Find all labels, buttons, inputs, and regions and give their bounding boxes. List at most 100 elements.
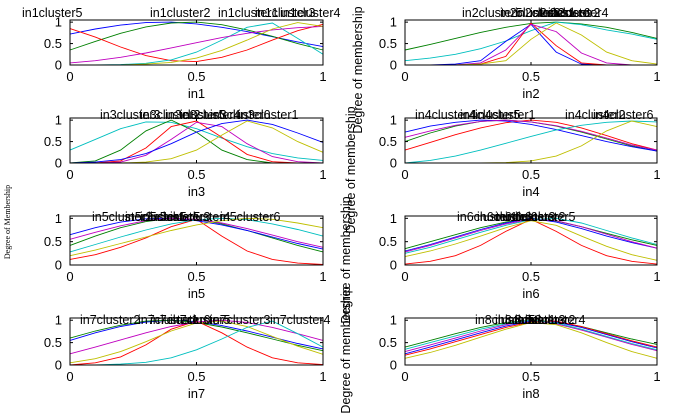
overlap-ylabel-2: Degree of membership [344,106,358,233]
cluster-label: in8cluster4 [525,313,585,327]
y-tick-label: 0 [55,358,62,373]
y-tick-label: 0 [55,258,62,273]
membership-curve-4 [404,119,658,151]
membership-curve-1 [404,21,658,51]
x-tick-label: 1 [319,269,326,284]
x-axis-label: in7 [188,386,205,401]
cluster-label: in4cluster5 [460,108,520,122]
x-tick-label: 0 [401,69,408,84]
cluster-label: in7cluster3 [210,313,270,327]
membership-curve-4 [70,121,324,164]
x-tick-label: 0.5 [522,167,540,182]
cluster-label: in5cluster3 [150,210,210,224]
cluster-label: in5cluster2 [92,210,152,224]
membership-curve-3 [404,218,658,253]
cluster-label: in7cluster4 [270,313,330,327]
side-ylabel: Degree of Membership [3,185,12,259]
subplot-in5: 0 0.5 100.51in5in5cluster2in5cluster1in5cl… [44,210,327,301]
subplot-in7: 0 0.5 100.51in7in7cluster2in7cluster1in7cl… [44,313,331,401]
y-tick-label: 1 [390,15,397,30]
membership-curve-4 [405,22,657,66]
x-axis-label: in6 [522,286,539,301]
cluster-label: in8cluster2 [515,313,575,327]
cluster-label: in4cluster2 [565,108,625,122]
membership-curve-5 [404,120,658,164]
cluster-label: in4cluster4 [415,108,475,122]
membership-curve-2 [404,320,658,355]
subplot-in8: 0 0.5 1 0 0.5 1 in8 in8cluster5in8cluster1in8cl… [379,313,661,401]
y-tick-label: 0.5 [379,234,397,249]
x-tick-label: 0 [401,369,408,384]
y-tick-label: 1 [390,211,397,226]
membership-curve-5 [69,25,324,64]
cluster-label: in8cluster1 [495,313,555,327]
axes-box [69,117,324,164]
x-axis-label: in3 [188,184,205,199]
cluster-label: in5cluster5 [140,210,200,224]
cluster-label: in1cluster5 [22,6,82,20]
membership-curve-2 [69,119,323,164]
x-tick-label: 1 [653,369,660,384]
cluster-label: in4cluster1 [475,108,535,122]
membership-curve-6 [70,120,324,164]
x-axis-label: in4 [522,184,539,199]
cluster-label: in2cluster3 [500,6,560,20]
membership-curve-6 [70,320,324,366]
x-tick-label: 0 [66,167,73,182]
axes-box [404,19,658,66]
membership-curve-3 [404,119,658,152]
x-tick-label: 1 [653,269,660,284]
cluster-label: in5cluster1 [125,210,185,224]
cluster-label: in4cluster6 [593,108,653,122]
y-tick-label: 0.5 [44,36,62,51]
subplot-in4: 0 0.5 100.51in4in4cluster4in4cluster5in4cl… [379,108,661,199]
y-tick-label: 0.5 [379,36,397,51]
x-tick-label: 0.5 [187,369,205,384]
x-axis-label: in8 [522,386,539,401]
cluster-label: in8cluster5 [475,313,535,327]
cluster-label: in1cluster4 [280,6,340,20]
cluster-label: in2cluster5 [462,6,522,20]
overlap-ylabel-1: Degree of membership [351,6,365,133]
y-tick-label: 0 [390,58,397,73]
cluster-label: in6cluster2 [505,210,565,224]
y-tick-label: 1 [390,113,397,128]
cluster-label: in6cluster5 [515,210,575,224]
cluster-label: in2cluster4 [548,6,608,20]
y-tick-label: 0 [390,156,397,171]
cluster-label: in8cluster3 [505,313,565,327]
y-tick-label: 0 [390,258,397,273]
cluster-label: in1cluster1 [218,6,278,20]
x-tick-label: 0 [66,369,73,384]
y-tick-label: 0 [390,358,397,373]
cluster-label: in6cluster3 [495,210,555,224]
y-tick-label: 1 [55,15,62,30]
y-tick-label: 0.5 [379,134,397,149]
cluster-label: in5cluster4 [170,210,230,224]
x-tick-label: 1 [319,167,326,182]
cluster-label: in6cluster6 [477,210,537,224]
y-tick-label: 0.5 [44,335,62,350]
membership-curve-2 [69,21,324,51]
subplot-in3: 0 0.5 100.51in3in3cluster3in3cluster2in3cl… [44,108,327,199]
overlap-ylabel-4: Degree of membership [339,286,353,413]
y-tick-label: 1 [55,313,62,328]
cluster-label: in7cluster6 [150,313,210,327]
membership-curve-3 [69,23,324,63]
cluster-label: in7cluster1 [138,313,198,327]
x-tick-label: 0 [401,167,408,182]
cluster-label: in1cluster2 [150,6,210,20]
x-tick-label: 0.5 [187,269,205,284]
cluster-label: in3cluster6 [210,108,270,122]
cluster-label: in2cluster2 [540,6,600,20]
x-axis-label: in1 [188,86,205,101]
x-axis-label: in2 [522,86,539,101]
subplot-in6: 0 0.5 1 0 0.5 1 in6 in6cluster1in6cluster6in6cl… [379,210,661,301]
cluster-label: in3cluster1 [238,108,298,122]
subplot-in1: 0 0.5 1 0 0.5 1 in1 in1cluster5 in1cluster2 in1cl… [22,6,340,101]
x-tick-label: 0 [401,269,408,284]
cluster-label: in2cluster1 [515,6,575,20]
y-tick-label: 0.5 [379,335,397,350]
x-tick-label: 0.5 [187,69,205,84]
